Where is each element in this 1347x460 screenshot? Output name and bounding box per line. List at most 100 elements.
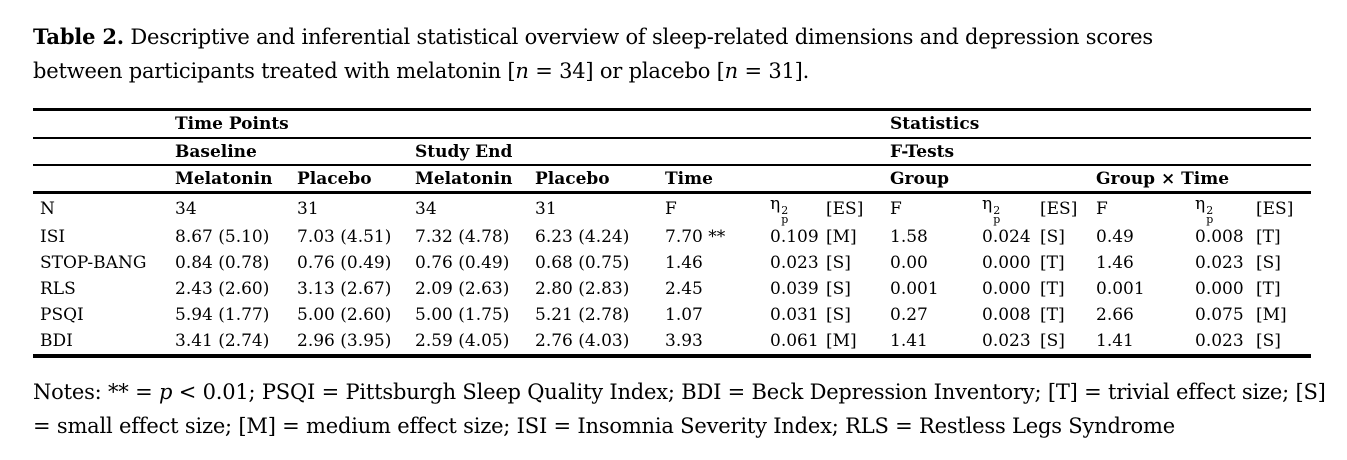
es-subheader: [ES] [1256,199,1294,219]
caption-line-1: Table 2. Descriptive and inferential sta… [33,20,1314,54]
table-caption: Table 2. Descriptive and inferential sta… [33,20,1314,88]
value-cell: 0.039 [770,279,819,299]
value-cell: 2.45 [665,279,703,299]
value-cell: 0.023 [1195,331,1244,351]
eta-glyph: η [982,194,993,214]
eta-glyph: η [770,194,781,214]
value-cell: 2.59 (4.05) [415,331,510,351]
row-label: STOP-BANG [40,253,147,273]
value-cell: 2.76 (4.03) [535,331,630,351]
value-cell: 0.075 [1195,305,1244,325]
f-subheader: F [1096,199,1108,219]
value-cell: 0.84 (0.78) [175,253,270,273]
value-cell: 0.031 [770,305,819,325]
row-label: BDI [40,331,73,351]
value-cell: 34 [415,199,437,219]
row-label: PSQI [40,305,84,325]
value-cell: 1.58 [890,227,928,247]
value-cell: 0.008 [982,305,1031,325]
group-header: Group [890,165,1096,194]
value-cell: 2.43 (2.60) [175,279,270,299]
caption-italic-n: n [724,59,739,83]
f-subheader: F [890,199,902,219]
empty-cell [665,109,890,139]
notes-text: = small effect size; [M] = medium effect… [33,414,1175,438]
value-cell: 5.21 (2.78) [535,305,630,325]
value-cell: [S] [826,279,851,299]
value-cell: [T] [1040,253,1065,273]
value-cell: 1.46 [665,253,703,273]
value-cell: 0.000 [982,279,1031,299]
baseline-header: Baseline [175,138,415,166]
value-cell: [S] [826,253,851,273]
placebo-study-end-header: Placebo [535,165,665,194]
value-cell: [S] [1256,253,1281,273]
value-cell: 7.03 (4.51) [297,227,392,247]
value-cell: [M] [1256,305,1287,325]
value-cell: 0.023 [770,253,819,273]
value-cell: 0.68 (0.75) [535,253,630,273]
value-cell: [T] [1040,305,1065,325]
table-row-psqi: PSQI 5.94 (1.77) 5.00 (2.60) 5.00 (1.75)… [33,302,1311,328]
value-cell: 0.00 [890,253,928,273]
value-cell: 0.001 [890,279,939,299]
header-row-middle: Baseline Study End F-Tests [33,138,1312,166]
eta-superscript: 2 [993,204,1001,217]
statistics-table: Time Points Statistics Baseline Study En… [33,108,1312,358]
header-row-bottom: Melatonin Placebo Melatonin Placebo Time… [33,165,1312,194]
eta-glyph: η [1195,194,1206,214]
value-cell: 0.023 [1195,253,1244,273]
value-cell: 2.80 (2.83) [535,279,630,299]
empty-cell [33,165,175,194]
value-cell: [S] [1256,331,1281,351]
value-cell: 0.76 (0.49) [297,253,392,273]
row-label: ISI [40,227,66,247]
eta-superscript: 2 [1206,204,1214,217]
empty-cell [33,138,175,166]
value-cell: 5.00 (2.60) [297,305,392,325]
value-cell: 2.66 [1096,305,1134,325]
value-cell: 31 [535,199,557,219]
value-cell: [S] [1040,227,1065,247]
caption-text: between participants treated with melato… [33,59,516,83]
caption-line-2: between participants treated with melato… [33,54,1314,88]
time-header: Time [665,165,890,194]
value-cell: 0.49 [1096,227,1134,247]
value-cell: 7.32 (4.78) [415,227,510,247]
value-cell: 2.09 (2.63) [415,279,510,299]
value-cell: 7.70 ** [665,227,726,247]
eta-subscript: p [993,213,1001,226]
value-cell: 1.41 [1096,331,1134,351]
value-cell: [M] [826,227,857,247]
table-row-stop-bang: STOP-BANG 0.84 (0.78) 0.76 (0.49) 0.76 (… [33,250,1311,276]
notes-text: < 0.01; PSQI = Pittsburgh Sleep Quality … [172,380,1326,404]
value-cell: 0.27 [890,305,928,325]
value-cell: 5.00 (1.75) [415,305,510,325]
placebo-baseline-header: Placebo [297,165,415,194]
value-cell: 1.46 [1096,253,1134,273]
value-cell: 2.96 (3.95) [297,331,392,351]
empty-cell [665,138,890,166]
caption-text: = 34] or placebo [ [528,59,725,83]
eta-superscript: 2 [781,204,789,217]
study-end-header: Study End [415,138,665,166]
caption-italic-n: n [515,59,529,83]
value-cell: [T] [1256,227,1281,247]
f-subheader: F [665,199,677,219]
statistics-header: Statistics [890,109,1312,139]
value-cell: 0.061 [770,331,819,351]
notes-line-2: = small effect size; [M] = medium effect… [33,409,1314,443]
header-row-top: Time Points Statistics [33,109,1312,139]
value-cell: [M] [826,331,857,351]
value-cell: 0.024 [982,227,1031,247]
melatonin-study-end-header: Melatonin [415,165,535,194]
